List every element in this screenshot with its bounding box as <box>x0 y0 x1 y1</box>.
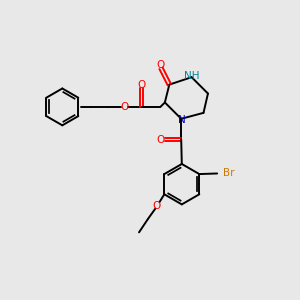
Text: NH: NH <box>184 71 200 81</box>
Text: N: N <box>178 115 186 125</box>
Text: O: O <box>138 80 146 90</box>
Text: O: O <box>157 135 165 145</box>
Text: Br: Br <box>223 169 235 178</box>
Text: O: O <box>121 102 129 112</box>
Text: O: O <box>156 60 164 70</box>
Text: O: O <box>153 201 161 211</box>
